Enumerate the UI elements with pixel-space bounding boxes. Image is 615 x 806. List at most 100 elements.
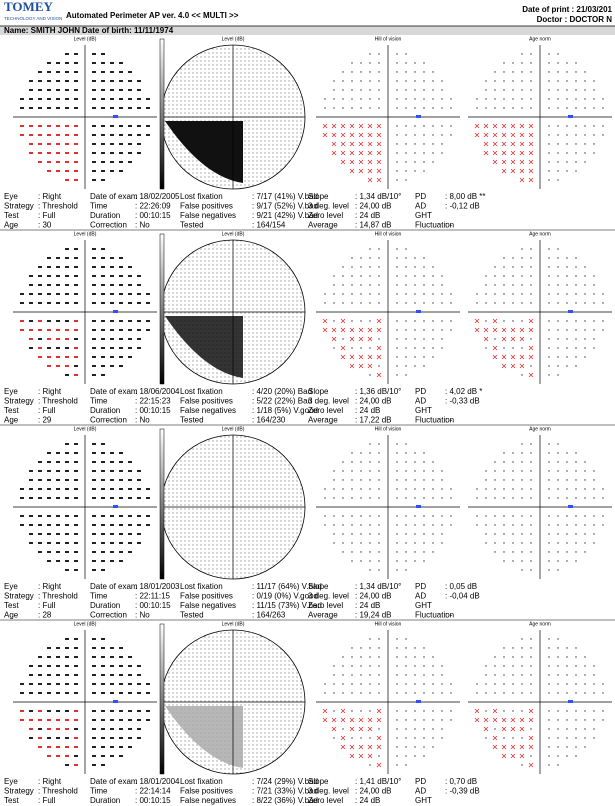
point [378,479,380,481]
threshold-mark [92,569,96,571]
point [414,107,416,109]
field-value: : Threshold [38,202,78,211]
point [378,542,380,544]
point [485,710,487,712]
point [423,452,425,454]
point [396,53,398,55]
threshold-mark [74,728,78,730]
point [360,257,362,259]
plot [468,435,612,579]
threshold-mark [137,302,141,304]
threshold-mark [128,665,132,667]
point [342,80,344,82]
point [405,374,407,376]
point [414,647,416,649]
point [396,293,398,295]
point [494,302,496,304]
point [333,488,335,490]
point [575,728,577,730]
threshold-mark [137,710,141,712]
point [557,293,559,295]
defect-cross [492,708,498,714]
defect-cross [358,717,364,723]
point [432,125,434,127]
threshold-mark [38,533,42,535]
threshold-mark [128,551,132,553]
threshold-mark [47,542,51,544]
point [369,542,371,544]
point [378,665,380,667]
point [396,497,398,499]
defect-cross [528,150,534,156]
point [494,524,496,526]
defect-cross [519,354,525,360]
point [593,479,595,481]
point [503,551,505,553]
point [414,488,416,490]
point [494,275,496,277]
threshold-mark [128,515,132,517]
point [494,551,496,553]
point [450,320,452,322]
threshold-mark [29,683,33,685]
point [405,284,407,286]
point [548,356,550,358]
point [512,542,514,544]
threshold-mark [65,764,69,766]
point [369,533,371,535]
point [405,320,407,322]
point [548,551,550,553]
point [450,134,452,136]
point [548,755,550,757]
point [378,107,380,109]
point [342,107,344,109]
point [405,746,407,748]
threshold-mark [65,356,69,358]
threshold-mark [92,356,96,358]
threshold-mark [20,98,24,100]
point [378,443,380,445]
defect-cross [349,726,355,732]
field-label: Date of exam [90,582,138,591]
point [423,488,425,490]
threshold-mark [110,542,114,544]
point [566,293,568,295]
defect-cross [376,168,382,174]
threshold-mark [29,143,33,145]
threshold-mark [137,320,141,322]
point [405,551,407,553]
point [584,674,586,676]
point [360,488,362,490]
threshold-mark [110,347,114,349]
threshold-mark [119,98,123,100]
point [432,161,434,163]
point [396,719,398,721]
point [521,275,523,277]
field-label: Time [90,202,108,211]
threshold-mark [38,356,42,358]
point [557,737,559,739]
point [378,365,380,367]
point [360,80,362,82]
point [494,338,496,340]
threshold-mark [74,125,78,127]
defect-cross [358,363,364,369]
threshold-mark [128,470,132,472]
threshold-mark [110,62,114,64]
point [405,125,407,127]
point [369,266,371,268]
plot [160,44,306,190]
threshold-mark [65,170,69,172]
blind-spot [568,310,573,313]
point [494,728,496,730]
threshold-mark [128,71,132,73]
field-value: : 0,70 dB [445,777,477,786]
point [432,683,434,685]
point [378,497,380,499]
threshold-mark [29,320,33,322]
field-value: : Full [38,211,56,220]
point [441,293,443,295]
threshold-mark [110,293,114,295]
threshold-mark [137,98,141,100]
point [396,728,398,730]
